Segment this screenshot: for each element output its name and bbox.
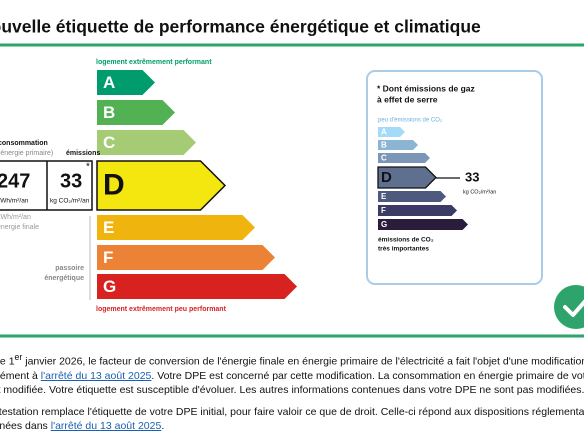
label-graphic: Nouvelle étiquette de performance énergé… xyxy=(0,17,584,338)
label: logement extrêmement peu performant xyxy=(96,306,227,313)
label: C xyxy=(381,154,387,163)
label: émissions xyxy=(66,150,100,157)
label: D xyxy=(381,169,392,186)
text: Cette attestation remplace l'étiquette d… xyxy=(0,405,584,432)
label: * xyxy=(86,162,90,173)
energy-class-bar xyxy=(97,245,275,270)
ghg-class-bar xyxy=(378,140,418,150)
energy-class-bar xyxy=(97,100,175,125)
label: émissions de CO₂ xyxy=(378,237,434,244)
check-mark xyxy=(563,299,584,317)
link[interactable]: l'arrêté du 13 août 2025 xyxy=(40,369,152,382)
label: énergétique xyxy=(44,275,84,282)
label: E xyxy=(103,218,114,237)
label: G xyxy=(103,277,116,296)
check-badge xyxy=(554,285,584,329)
label: kWh/m²/an xyxy=(0,198,29,205)
label: C xyxy=(103,133,115,152)
link[interactable]: l'arrêté du 13 août 2025 xyxy=(50,419,162,432)
label: consommation xyxy=(0,140,48,147)
text: janvier 2026, le facteur de conversion d… xyxy=(0,355,584,382)
text: . Votre DPE est concerné par cette modif… xyxy=(0,369,584,396)
label: énergie finale xyxy=(0,224,39,231)
label: G xyxy=(381,220,387,229)
label: logement extrêmement performant xyxy=(96,59,212,66)
label: très importantes xyxy=(378,246,429,253)
ghg-class-bar xyxy=(378,153,430,163)
label: kWh/m²/an xyxy=(0,214,31,221)
energy-class-bar xyxy=(97,130,196,155)
energy-class-bar xyxy=(97,274,297,299)
label: kg CO₂/m²/an xyxy=(463,189,496,195)
title: Nouvelle étiquette de performance énergé… xyxy=(0,17,481,37)
label: peu d'émissions de CO₂ xyxy=(378,118,443,124)
ghg-class-bar xyxy=(377,166,437,189)
label: 247 xyxy=(0,170,30,192)
label: A xyxy=(381,128,387,137)
label: B xyxy=(103,103,115,122)
label: * Dont émissions de gaz xyxy=(377,83,475,93)
label: 33 xyxy=(60,170,82,192)
label: F xyxy=(381,206,386,215)
superscript: er xyxy=(14,352,23,362)
ghg-class-bar xyxy=(378,191,446,202)
text: . xyxy=(161,419,165,432)
energy-class-bar xyxy=(97,70,155,95)
label: A xyxy=(103,73,115,92)
label: B xyxy=(381,141,387,150)
text: Depuis le 1 xyxy=(0,355,15,368)
value-box xyxy=(0,160,93,211)
label: à effet de serre xyxy=(377,94,438,104)
notice: Depuis le 1er janvier 2026, le facteur d… xyxy=(0,350,584,438)
ghg-class-bar xyxy=(378,205,457,216)
label: F xyxy=(103,248,113,267)
notice-paragraph: Cette attestation remplace l'étiquette d… xyxy=(0,405,584,433)
label: passoire xyxy=(55,265,84,272)
label: D xyxy=(103,168,125,201)
notice-paragraph: Depuis le 1er janvier 2026, le facteur d… xyxy=(0,350,584,397)
energy-class-bar xyxy=(96,160,227,211)
label: kg CO₂/m²/an xyxy=(50,198,90,205)
label: (énergie primaire) xyxy=(0,150,53,157)
ghg-class-bar xyxy=(378,127,405,137)
label: E xyxy=(381,192,387,201)
ghg-class-bar xyxy=(378,219,468,230)
energy-class-bar xyxy=(97,215,255,240)
label: 33 xyxy=(465,169,479,184)
